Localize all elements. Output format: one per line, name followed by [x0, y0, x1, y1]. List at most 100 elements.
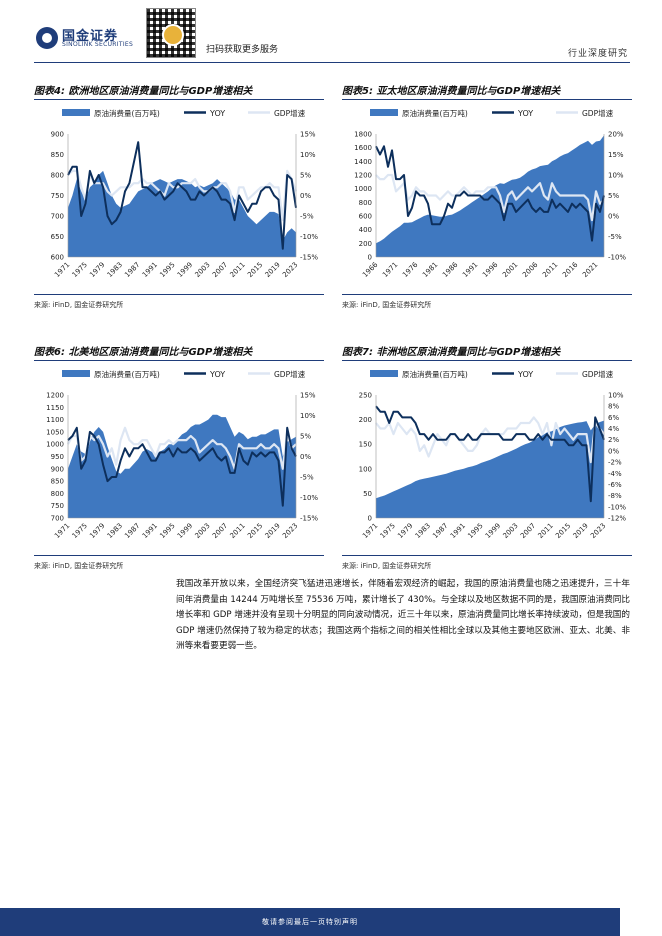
y-right-tick-label: 20%	[608, 131, 624, 139]
y-left-tick-label: 0	[368, 254, 372, 262]
x-tick-label: 1991	[461, 261, 479, 279]
x-tick-label: 2016	[561, 260, 580, 279]
x-tick-label: 2003	[193, 522, 211, 540]
y-left-tick-label: 1600	[354, 144, 372, 152]
figure-title: 图表7: 非洲地区原油消费量同比与GDP增速相关	[342, 347, 561, 358]
y-right-tick-label: -5%	[300, 474, 314, 482]
legend-label-gdp: GDP增速	[582, 369, 614, 379]
legend-label-gdp: GDP增速	[274, 108, 306, 118]
y-left-tick-label: 800	[51, 172, 64, 180]
x-tick-label: 1995	[158, 261, 176, 279]
figure-bottom-rule	[34, 294, 324, 295]
legend-swatch-consumption	[62, 370, 90, 377]
figure-source: 来源: iFinD, 国金证券研究所	[342, 562, 432, 570]
x-tick-label: 1991	[449, 522, 467, 540]
x-tick-label: 1987	[123, 261, 141, 279]
chart-svg: 原油消费量(百万吨) YOY GDP增速9008508007507006506001…	[51, 108, 319, 279]
x-tick-label: 2007	[211, 261, 229, 279]
figure-asia-pacific: 图表5: 亚太地区原油消费量同比与GDP增速相关 来源: iFinD, 国金证券研…	[342, 82, 632, 314]
figure-north-america: 图表6: 北美地区原油消费量同比与GDP增速相关 来源: iFinD, 国金证券研…	[34, 343, 324, 575]
x-tick-label: 1991	[141, 522, 159, 540]
x-tick-label: 1975	[379, 522, 397, 540]
chart-svg: 原油消费量(百万吨) YOY GDP增速 250 200 150 100 50 0 10% 8% 6%…	[359, 369, 627, 540]
x-tick-label: 2021	[581, 261, 599, 279]
logo-mark-icon	[36, 27, 58, 49]
x-tick-label: 2019	[264, 261, 282, 279]
x-tick-label: 1999	[484, 522, 502, 540]
y-right-tick-label: 0%	[300, 192, 311, 200]
series-consumption-area	[68, 170, 296, 257]
y-right-tick-label: -4%	[608, 470, 622, 478]
y-left-tick-label: 150	[359, 441, 372, 449]
x-tick-label: 2003	[193, 261, 211, 279]
chart-legend: 原油消费量(百万吨) YOY GDP增速	[370, 108, 614, 118]
x-tick-label: 2015	[554, 522, 572, 540]
scan-prompt: 扫码获取更多服务	[206, 45, 279, 55]
figure-title: 图表4: 欧洲地区原油消费量同比与GDP增速相关	[34, 86, 253, 97]
x-tick-label: 1976	[401, 260, 420, 279]
figure-bottom-rule	[342, 555, 632, 556]
y-right-tick-label: 0%	[608, 447, 619, 455]
figure-source: 来源: iFinD, 国金证券研究所	[34, 301, 124, 309]
y-left-tick-label: 1000	[46, 441, 64, 449]
body-paragraph: 我国改革开放以来，全国经济突飞猛进迅速增长，伴随着宏观经济的崛起，我国的原油消费…	[176, 579, 630, 652]
x-tick-label: 1975	[71, 261, 89, 279]
footer-disclaimer: 敬请参阅最后一页特别声明	[262, 918, 358, 926]
y-right-tick-label: 15%	[608, 151, 624, 159]
y-left-tick-label: 900	[51, 465, 64, 473]
y-left-tick-label: 100	[359, 465, 372, 473]
y-right-tick-label: 2%	[608, 436, 619, 444]
y-left-tick-label: 1200	[354, 172, 372, 180]
y-right-tick-label: 0%	[300, 453, 311, 461]
y-right-tick-label: -5%	[300, 213, 314, 221]
x-tick-label: 2007	[211, 522, 229, 540]
legend-swatch-consumption	[370, 370, 398, 377]
x-tick-label: 1966	[361, 260, 380, 279]
y-left-tick-label: 750	[51, 192, 64, 200]
y-right-tick-label: 15%	[300, 131, 316, 139]
legend-label-yoy: YOY	[209, 370, 225, 379]
y-right-tick-label: 5%	[300, 172, 311, 180]
x-tick-label: 1991	[141, 261, 159, 279]
x-tick-label: 2019	[264, 522, 282, 540]
y-right-tick-label: 10%	[608, 392, 624, 400]
chart-svg: 原油消费量(百万吨) YOY GDP增速 1200 1150 1100 1050 1000 95…	[46, 369, 318, 540]
y-left-tick-label: 800	[51, 490, 64, 498]
figure-source: 来源: iFinD, 国金证券研究所	[34, 562, 124, 570]
figure-source: 来源: iFinD, 国金证券研究所	[342, 301, 432, 309]
x-tick-label: 2006	[521, 260, 540, 279]
logo-text-cn: 国金证券	[62, 29, 119, 44]
legend-label-consumption: 原油消费量(百万吨)	[94, 108, 160, 118]
legend-label-gdp: GDP增速	[274, 369, 306, 379]
series-consumption-area	[68, 414, 296, 518]
x-tick-label: 1996	[481, 260, 500, 279]
y-left-tick-label: 0	[368, 515, 372, 523]
x-tick-label: 2019	[572, 522, 590, 540]
y-left-tick-label: 1400	[354, 158, 372, 166]
figure-europe: 图表4: 欧洲地区原油消费量同比与GDP增速相关 来源: iFinD, 国金证券研…	[34, 82, 324, 314]
figure-top-rule	[34, 99, 324, 100]
y-right-tick-label: -10%	[608, 503, 626, 511]
x-tick-label: 1971	[361, 522, 379, 540]
footer-tab	[620, 908, 662, 936]
y-left-tick-label: 200	[359, 240, 372, 248]
figure-bottom-rule	[34, 555, 324, 556]
x-tick-label: 1983	[106, 261, 124, 279]
x-tick-label: 2011	[541, 261, 559, 279]
legend-label-yoy: YOY	[209, 109, 225, 118]
x-tick-label: 1999	[176, 522, 194, 540]
y-left-tick-label: 800	[359, 199, 372, 207]
y-left-tick-label: 1000	[354, 185, 372, 193]
header-rule	[34, 62, 630, 63]
qr-code-icon[interactable]	[146, 8, 196, 58]
x-tick-label: 2015	[246, 261, 264, 279]
x-tick-label: 2023	[281, 522, 299, 540]
x-tick-label: 2003	[501, 522, 519, 540]
x-tick-label: 2023	[589, 522, 607, 540]
y-right-tick-label: -2%	[608, 459, 622, 467]
x-tick-label: 1987	[431, 522, 449, 540]
y-right-tick-label: 15%	[300, 392, 316, 400]
x-tick-label: 1971	[53, 261, 71, 279]
x-tick-label: 2011	[537, 522, 555, 540]
y-right-tick-label: -12%	[608, 515, 626, 523]
